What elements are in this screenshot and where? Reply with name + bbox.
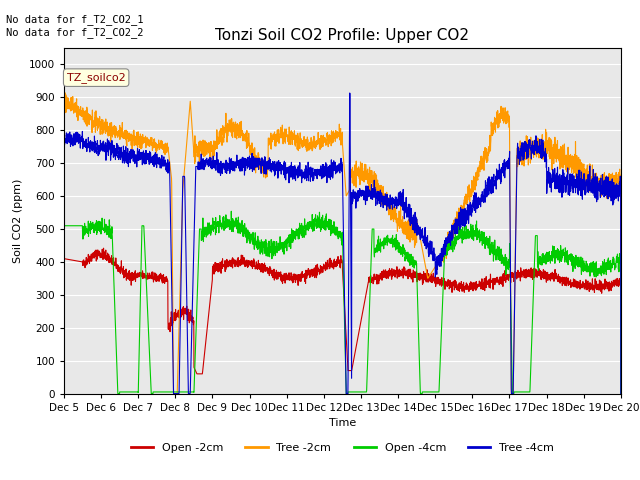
Tree -2cm: [298, 140, 306, 146]
X-axis label: Time: Time: [329, 418, 356, 428]
Open -4cm: [60, 223, 68, 228]
Open -2cm: [193, 371, 201, 377]
Tree -2cm: [274, 138, 282, 144]
Open -2cm: [157, 271, 164, 277]
Tree -4cm: [617, 391, 625, 396]
Y-axis label: Soil CO2 (ppm): Soil CO2 (ppm): [13, 179, 23, 263]
Line: Tree -2cm: Tree -2cm: [64, 93, 621, 394]
Open -4cm: [227, 208, 235, 214]
Tree -2cm: [60, 90, 68, 96]
Title: Tonzi Soil CO2 Profile: Upper CO2: Tonzi Soil CO2 Profile: Upper CO2: [216, 28, 469, 43]
Tree -2cm: [606, 171, 614, 177]
Tree -2cm: [546, 136, 554, 142]
Open -4cm: [617, 391, 625, 396]
Tree -2cm: [157, 138, 164, 144]
Open -4cm: [547, 258, 554, 264]
Open -2cm: [606, 284, 614, 289]
Open -4cm: [274, 243, 282, 249]
Open -4cm: [114, 391, 122, 396]
Text: TZ_soilco2: TZ_soilco2: [67, 72, 125, 83]
Line: Tree -4cm: Tree -4cm: [64, 93, 621, 394]
Tree -4cm: [124, 148, 131, 154]
Tree -2cm: [170, 391, 177, 396]
Tree -4cm: [606, 185, 614, 191]
Open -4cm: [298, 226, 306, 231]
Tree -2cm: [617, 391, 625, 396]
Line: Open -4cm: Open -4cm: [64, 211, 621, 394]
Open -4cm: [157, 389, 164, 395]
Line: Open -2cm: Open -2cm: [64, 248, 621, 374]
Tree -4cm: [60, 130, 68, 135]
Legend: Open -2cm, Tree -2cm, Open -4cm, Tree -4cm: Open -2cm, Tree -2cm, Open -4cm, Tree -4…: [126, 438, 559, 457]
Tree -4cm: [274, 161, 282, 167]
Text: No data for f_T2_CO2_1
No data for f_T2_CO2_2: No data for f_T2_CO2_1 No data for f_T2_…: [6, 14, 144, 38]
Tree -4cm: [547, 178, 554, 184]
Tree -2cm: [124, 135, 131, 141]
Open -2cm: [124, 270, 132, 276]
Open -2cm: [60, 256, 68, 262]
Open -2cm: [547, 272, 554, 278]
Open -2cm: [617, 371, 625, 377]
Open -2cm: [274, 276, 282, 282]
Tree -4cm: [298, 167, 306, 173]
Open -2cm: [298, 275, 306, 281]
Tree -4cm: [170, 391, 177, 396]
Tree -4cm: [157, 158, 164, 164]
Open -2cm: [100, 245, 108, 251]
Open -4cm: [606, 258, 614, 264]
Open -4cm: [124, 389, 132, 395]
Tree -4cm: [346, 90, 353, 96]
